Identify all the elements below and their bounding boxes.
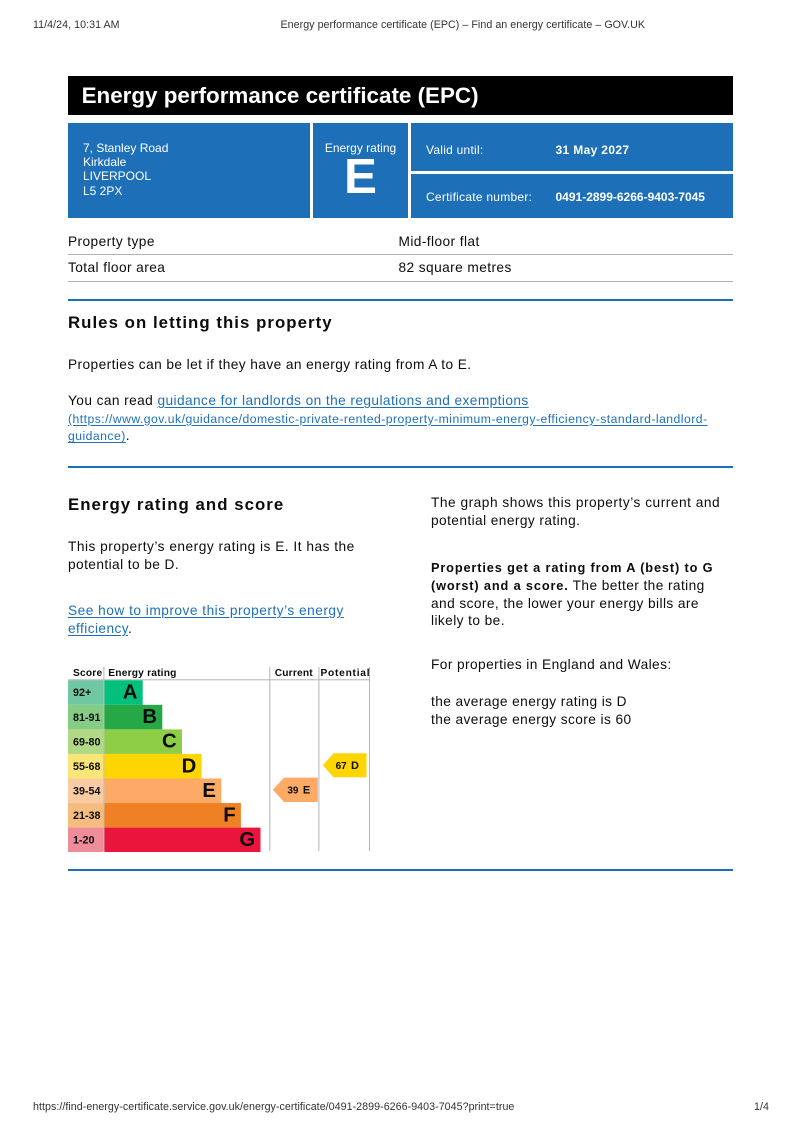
svg-text:F: F bbox=[223, 804, 235, 826]
svg-text:39-54: 39-54 bbox=[73, 785, 101, 797]
svg-text:A: A bbox=[123, 682, 138, 704]
svg-text:92+: 92+ bbox=[73, 687, 91, 699]
svg-text:C: C bbox=[162, 731, 177, 753]
svg-text:D: D bbox=[351, 760, 359, 772]
svg-text:D: D bbox=[182, 755, 197, 777]
svg-text:B: B bbox=[142, 706, 157, 728]
svg-text:21-38: 21-38 bbox=[73, 810, 101, 822]
svg-text:81-91: 81-91 bbox=[73, 712, 101, 724]
svg-text:E: E bbox=[202, 780, 216, 802]
svg-text:39: 39 bbox=[287, 785, 299, 796]
svg-text:Current: Current bbox=[275, 668, 314, 679]
svg-text:69-80: 69-80 bbox=[73, 736, 101, 748]
svg-text:Score: Score bbox=[73, 668, 102, 679]
svg-text:Potential: Potential bbox=[321, 668, 370, 679]
svg-text:G: G bbox=[239, 829, 255, 851]
svg-text:E: E bbox=[303, 784, 310, 796]
svg-text:55-68: 55-68 bbox=[73, 761, 101, 773]
svg-text:Energy rating: Energy rating bbox=[108, 668, 176, 679]
svg-text:67: 67 bbox=[336, 761, 348, 772]
svg-text:1-20: 1-20 bbox=[73, 835, 95, 847]
